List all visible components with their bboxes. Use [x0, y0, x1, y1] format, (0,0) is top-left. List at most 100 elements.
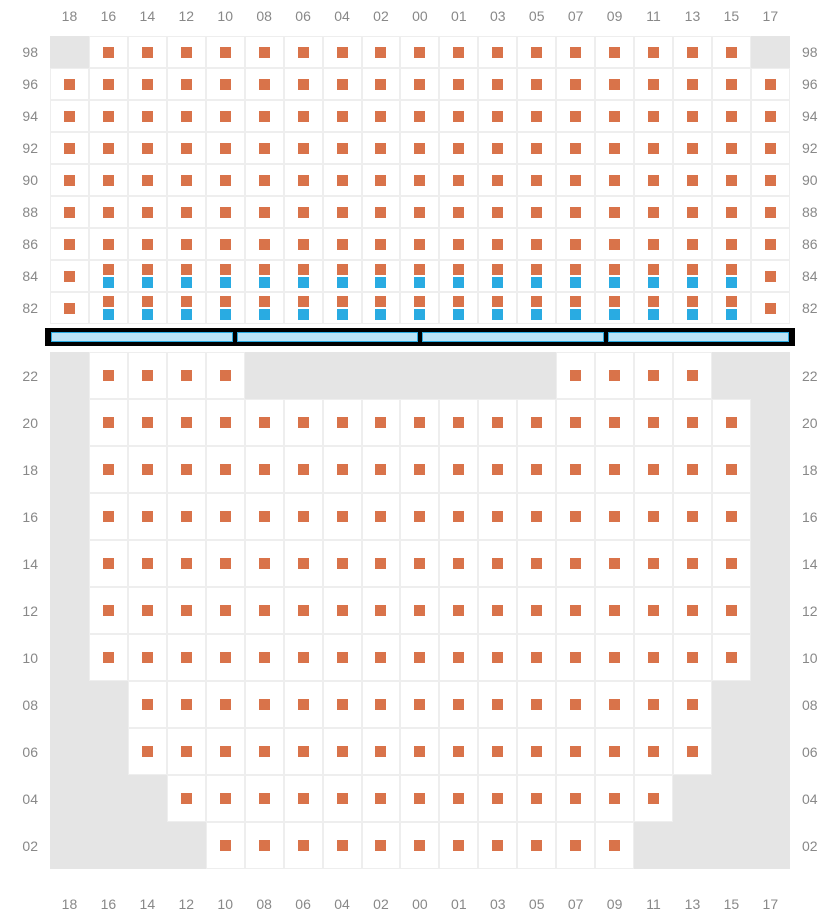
seat-cell[interactable] [673, 399, 712, 446]
seat-cell[interactable] [478, 196, 517, 228]
seat-cell[interactable] [634, 228, 673, 260]
seat-cell[interactable] [634, 196, 673, 228]
seat-cell[interactable] [206, 164, 245, 196]
seat-cell[interactable] [712, 446, 751, 493]
seat-cell[interactable] [478, 493, 517, 540]
seat-cell[interactable] [89, 228, 128, 260]
seat-cell[interactable] [245, 822, 284, 869]
seat-cell[interactable] [245, 681, 284, 728]
seat-cell[interactable] [517, 493, 556, 540]
seat-cell[interactable] [323, 446, 362, 493]
seat-cell[interactable] [89, 446, 128, 493]
seat-cell[interactable] [712, 260, 751, 292]
seat-cell[interactable] [556, 352, 595, 399]
seat-cell[interactable] [206, 540, 245, 587]
seat-cell[interactable] [634, 132, 673, 164]
seat-cell[interactable] [128, 228, 167, 260]
seat-cell[interactable] [595, 493, 634, 540]
seat-cell[interactable] [400, 36, 439, 68]
seat-cell[interactable] [556, 634, 595, 681]
seat-cell[interactable] [89, 352, 128, 399]
seat-cell[interactable] [245, 775, 284, 822]
seat-cell[interactable] [167, 728, 206, 775]
seat-cell[interactable] [362, 493, 401, 540]
seat-cell[interactable] [167, 36, 206, 68]
seat-cell[interactable] [400, 196, 439, 228]
seat-cell[interactable] [362, 681, 401, 728]
seat-cell[interactable] [167, 681, 206, 728]
seat-cell[interactable] [634, 634, 673, 681]
seat-cell[interactable] [167, 100, 206, 132]
seat-cell[interactable] [595, 634, 634, 681]
seat-cell[interactable] [362, 775, 401, 822]
seat-cell[interactable] [595, 446, 634, 493]
seat-cell[interactable] [478, 587, 517, 634]
seat-cell[interactable] [128, 540, 167, 587]
seat-cell[interactable] [362, 399, 401, 446]
seat-cell[interactable] [556, 260, 595, 292]
seat-cell[interactable] [167, 399, 206, 446]
seat-cell[interactable] [206, 446, 245, 493]
seat-cell[interactable] [50, 164, 89, 196]
seat-cell[interactable] [751, 260, 790, 292]
seat-cell[interactable] [439, 260, 478, 292]
seat-cell[interactable] [323, 540, 362, 587]
seat-cell[interactable] [362, 228, 401, 260]
seat-cell[interactable] [362, 587, 401, 634]
seat-cell[interactable] [89, 260, 128, 292]
seat-cell[interactable] [556, 399, 595, 446]
seat-cell[interactable] [206, 775, 245, 822]
seat-cell[interactable] [167, 493, 206, 540]
seat-cell[interactable] [245, 446, 284, 493]
seat-cell[interactable] [751, 68, 790, 100]
seat-cell[interactable] [478, 68, 517, 100]
seat-cell[interactable] [128, 728, 167, 775]
seat-cell[interactable] [673, 728, 712, 775]
seat-cell[interactable] [167, 132, 206, 164]
seat-cell[interactable] [362, 728, 401, 775]
seat-cell[interactable] [323, 681, 362, 728]
seat-cell[interactable] [439, 132, 478, 164]
seat-cell[interactable] [284, 399, 323, 446]
seat-cell[interactable] [517, 100, 556, 132]
seat-cell[interactable] [556, 292, 595, 324]
seat-cell[interactable] [245, 132, 284, 164]
seat-cell[interactable] [167, 587, 206, 634]
seat-cell[interactable] [206, 100, 245, 132]
seat-cell[interactable] [595, 681, 634, 728]
seat-cell[interactable] [634, 728, 673, 775]
seat-cell[interactable] [517, 399, 556, 446]
seat-cell[interactable] [751, 228, 790, 260]
seat-cell[interactable] [284, 68, 323, 100]
seat-cell[interactable] [400, 634, 439, 681]
seat-cell[interactable] [284, 775, 323, 822]
seat-cell[interactable] [245, 228, 284, 260]
seat-cell[interactable] [478, 728, 517, 775]
seat-cell[interactable] [556, 775, 595, 822]
seat-cell[interactable] [206, 132, 245, 164]
seat-cell[interactable] [362, 36, 401, 68]
seat-cell[interactable] [323, 399, 362, 446]
seat-cell[interactable] [673, 292, 712, 324]
seat-cell[interactable] [595, 36, 634, 68]
seat-cell[interactable] [128, 36, 167, 68]
seat-cell[interactable] [245, 728, 284, 775]
seat-cell[interactable] [128, 260, 167, 292]
seat-cell[interactable] [128, 399, 167, 446]
seat-cell[interactable] [634, 540, 673, 587]
seat-cell[interactable] [89, 36, 128, 68]
seat-cell[interactable] [517, 634, 556, 681]
seat-cell[interactable] [245, 164, 284, 196]
seat-cell[interactable] [284, 634, 323, 681]
seat-cell[interactable] [362, 446, 401, 493]
seat-cell[interactable] [634, 352, 673, 399]
seat-cell[interactable] [128, 493, 167, 540]
seat-cell[interactable] [556, 164, 595, 196]
seat-cell[interactable] [284, 446, 323, 493]
seat-cell[interactable] [400, 822, 439, 869]
seat-cell[interactable] [517, 681, 556, 728]
seat-cell[interactable] [712, 68, 751, 100]
seat-cell[interactable] [206, 260, 245, 292]
seat-cell[interactable] [556, 493, 595, 540]
seat-cell[interactable] [634, 399, 673, 446]
